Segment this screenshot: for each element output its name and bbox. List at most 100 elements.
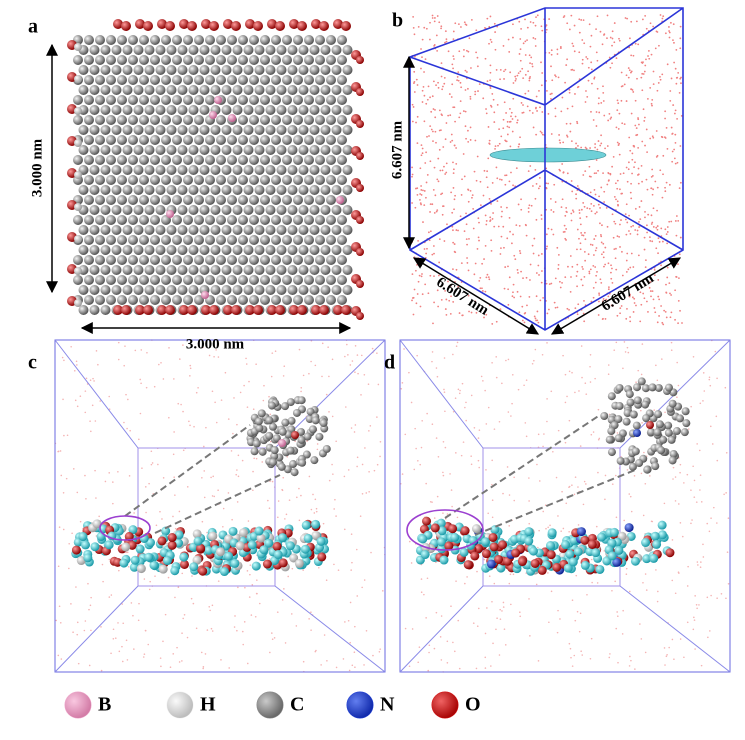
water <box>601 43 604 46</box>
water <box>464 110 467 113</box>
water <box>571 209 574 212</box>
water <box>609 117 612 120</box>
water <box>310 360 312 363</box>
water <box>528 477 530 479</box>
water <box>337 569 340 571</box>
water <box>440 25 443 28</box>
water <box>555 476 558 479</box>
water <box>564 276 567 279</box>
water <box>606 37 608 40</box>
atom <box>337 215 347 225</box>
atom <box>356 152 364 160</box>
water <box>477 217 480 220</box>
atom <box>144 65 155 75</box>
water <box>651 135 654 138</box>
atom <box>309 145 320 155</box>
atom <box>249 95 259 105</box>
atom <box>205 135 215 145</box>
water <box>429 21 431 24</box>
water <box>145 511 147 514</box>
legend-shade <box>257 692 283 718</box>
atom <box>268 422 277 431</box>
dimension-arrow <box>550 257 682 335</box>
water <box>215 349 217 351</box>
atom <box>100 205 111 215</box>
atom <box>96 532 106 542</box>
water <box>521 111 524 114</box>
water <box>626 346 629 349</box>
water <box>540 253 543 255</box>
water <box>590 68 593 71</box>
water <box>310 611 312 613</box>
water <box>529 279 531 281</box>
water <box>333 508 335 510</box>
water <box>546 245 548 248</box>
water <box>576 285 578 288</box>
water <box>541 133 544 136</box>
water <box>580 146 583 149</box>
atom <box>265 416 274 425</box>
atom <box>319 21 329 31</box>
water <box>530 204 533 207</box>
water <box>621 633 624 635</box>
atom <box>81 540 91 550</box>
atom <box>188 285 199 295</box>
atom <box>122 65 133 75</box>
water <box>215 421 218 424</box>
water <box>433 252 435 255</box>
water <box>674 500 677 502</box>
atom <box>157 305 167 315</box>
water <box>640 638 643 640</box>
water <box>182 410 184 413</box>
water <box>605 207 608 209</box>
atom <box>100 285 111 295</box>
water <box>403 348 405 350</box>
atom <box>260 115 270 125</box>
atom <box>194 255 204 265</box>
atom <box>298 245 309 255</box>
atom <box>221 265 232 275</box>
water <box>481 262 484 265</box>
water <box>467 50 470 53</box>
water <box>506 237 509 240</box>
water <box>484 214 487 217</box>
atom <box>293 195 303 205</box>
water <box>473 273 476 276</box>
water <box>624 351 627 353</box>
water <box>55 619 58 622</box>
water <box>661 196 664 199</box>
atom <box>319 419 328 428</box>
water <box>158 363 160 366</box>
box-edges <box>399 339 731 673</box>
atom <box>642 414 651 423</box>
atom <box>444 541 454 551</box>
water <box>320 664 322 666</box>
water <box>429 125 432 128</box>
atom <box>247 540 257 550</box>
atom <box>193 536 203 546</box>
water <box>568 308 570 311</box>
water <box>486 170 489 173</box>
water <box>518 250 521 252</box>
atom <box>304 35 314 45</box>
water <box>417 280 420 283</box>
atom <box>199 45 210 55</box>
water <box>657 82 660 84</box>
atom <box>117 95 127 105</box>
water <box>321 375 323 378</box>
water <box>611 37 614 40</box>
water <box>716 377 718 380</box>
water <box>588 23 591 26</box>
water <box>440 62 443 65</box>
water <box>707 636 709 639</box>
water <box>417 257 420 260</box>
water <box>66 434 69 437</box>
water <box>517 145 520 148</box>
water <box>586 207 589 210</box>
atom <box>437 526 447 536</box>
water <box>267 499 269 502</box>
water <box>577 85 580 88</box>
water <box>665 126 668 129</box>
water <box>678 503 680 505</box>
atom <box>270 452 279 461</box>
